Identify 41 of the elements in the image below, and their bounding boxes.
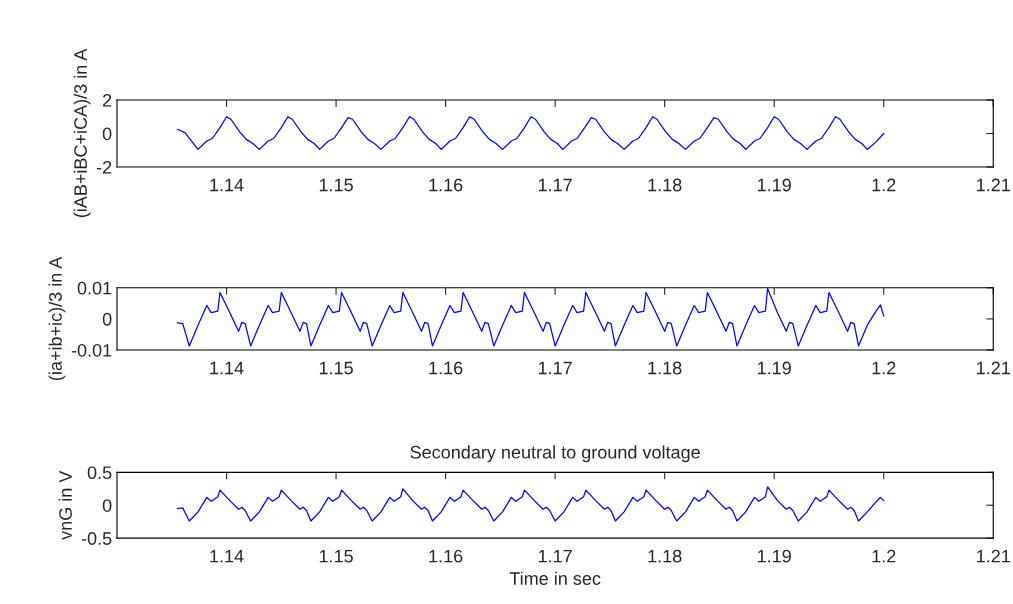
x-axis-title: Time in sec [509,571,601,585]
x-tick-label: 1.16 [429,361,463,375]
x-tick-label: 1.15 [319,361,353,375]
x-tick-label: 1.15 [319,178,353,192]
x-tick-label: 1.16 [429,549,463,563]
y-tick-label: 0 [102,499,112,512]
y-tick-label: 0.5 [87,466,112,480]
x-tick-label: 1.19 [757,549,791,563]
x-tick-label: 1.17 [538,361,572,375]
x-tick-label: 1.2 [872,549,896,563]
x-tick-label: 1.19 [757,178,791,192]
x-tick-label: 1.14 [210,178,244,192]
y-tick-label: -0.01 [71,343,112,357]
x-tick-label: 1.18 [648,178,682,192]
x-tick-label: 1.2 [872,361,896,375]
x-tick-label: 1.18 [648,361,682,375]
x-tick-label: 1.16 [429,178,463,192]
line-series [176,486,885,522]
x-tick-label: 1.17 [538,549,572,563]
x-tick-label: 1.18 [648,549,682,563]
x-tick-label: 1.2 [872,178,896,192]
y-axis-title: vnG in V [58,470,72,540]
chart-title: Secondary neutral to ground voltage [410,445,700,463]
line-series [176,287,885,347]
x-tick-label: 1.17 [538,178,572,192]
x-tick-label: 1.21 [977,361,1010,375]
y-tick-label: 0.01 [77,281,112,295]
y-tick-label: -0.5 [81,532,112,545]
x-tick-label: 1.14 [210,361,244,375]
x-tick-label: 1.15 [319,549,353,563]
y-tick-label: 0 [102,127,112,141]
x-tick-label: 1.14 [210,549,244,563]
line-series [176,116,885,151]
x-tick-label: 1.21 [977,178,1010,192]
y-tick-label: 0 [102,312,112,326]
y-axis-title: (iAB+iBC+iCA)/3 in A [73,48,91,218]
x-tick-label: 1.19 [757,361,791,375]
x-tick-label: 1.21 [977,549,1010,563]
y-tick-label: 2 [103,93,112,107]
y-axis-title: (ia+ib+ic)/3 in A [48,256,66,381]
y-tick-label: -2 [96,160,112,174]
